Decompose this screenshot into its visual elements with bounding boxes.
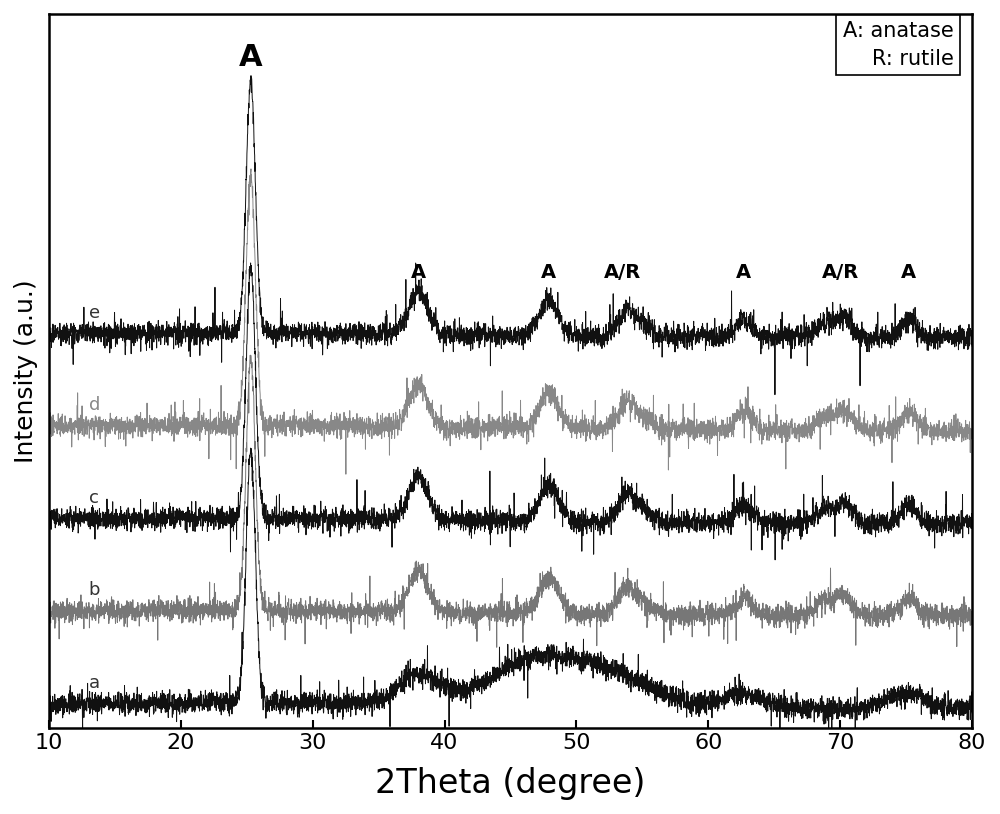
Text: A/R: A/R xyxy=(604,263,641,282)
Text: A: A xyxy=(411,263,426,282)
Text: d: d xyxy=(89,396,100,414)
Text: e: e xyxy=(89,304,100,322)
Text: a: a xyxy=(89,674,100,692)
Text: A: A xyxy=(901,263,916,282)
Text: b: b xyxy=(89,581,100,599)
Y-axis label: Intensity (a.u.): Intensity (a.u.) xyxy=(14,279,38,463)
Text: A: A xyxy=(541,263,556,282)
Text: A: anatase
R: rutile: A: anatase R: rutile xyxy=(843,21,953,69)
Text: A: A xyxy=(736,263,751,282)
Text: c: c xyxy=(89,488,98,507)
Text: A/R: A/R xyxy=(821,263,859,282)
X-axis label: 2Theta (degree): 2Theta (degree) xyxy=(375,767,646,800)
Text: A: A xyxy=(239,43,263,72)
